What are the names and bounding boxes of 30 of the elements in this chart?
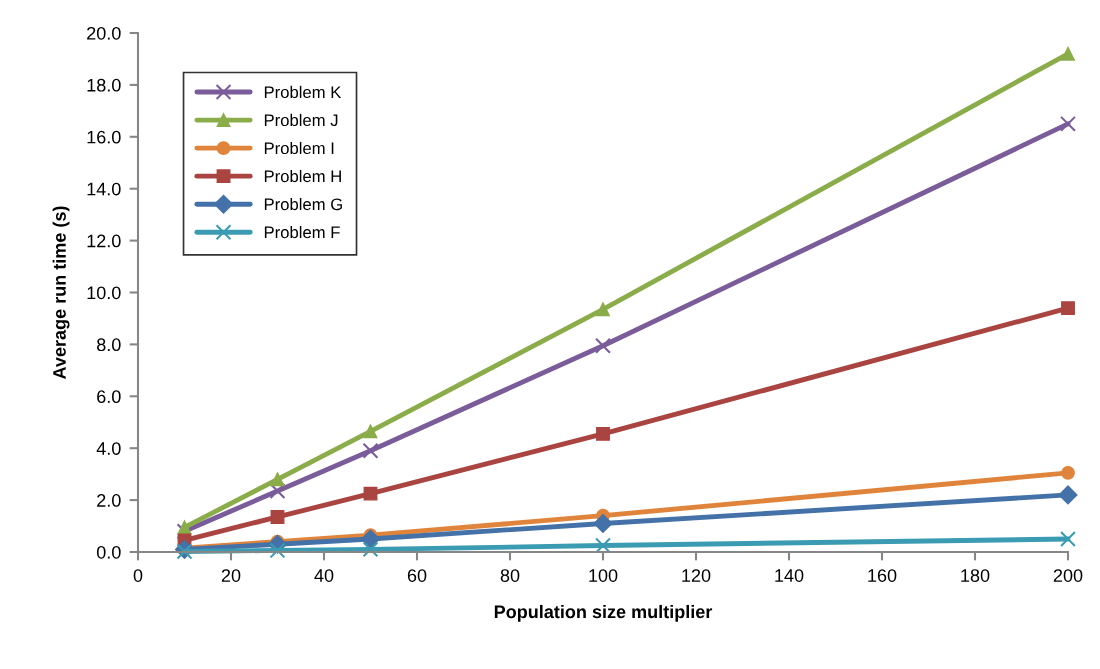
x-tick-label: 120	[682, 569, 711, 582]
legend-label: Problem I	[264, 141, 334, 155]
y-tick-label: 8.0	[97, 338, 121, 352]
legend-label: Problem G	[264, 197, 342, 211]
y-axis-title: Average run time (s)	[52, 206, 70, 379]
legend-label: Problem F	[264, 225, 340, 239]
x-tick-label: 60	[407, 569, 427, 582]
y-tick-label: 2.0	[97, 494, 121, 507]
legend-label: Problem J	[264, 113, 338, 127]
x-tick-label: 100	[589, 569, 618, 582]
x-tick-label: 20	[221, 569, 241, 582]
x-tick-label: 180	[961, 569, 990, 582]
legend-label: Problem K	[264, 85, 342, 99]
y-tick-label: 12.0	[87, 234, 121, 248]
x-tick-label: 0	[133, 569, 143, 582]
y-tick-label: 16.0	[87, 130, 121, 144]
y-tick-label: 20.0	[87, 26, 121, 40]
y-tick-label: 6.0	[97, 390, 121, 404]
x-tick-label: 160	[868, 569, 897, 582]
x-tick-label: 140	[775, 569, 804, 582]
y-tick-label: 10.0	[87, 286, 121, 300]
legend-label: Problem H	[264, 169, 341, 183]
x-axis-title: Population size multiplier	[494, 604, 713, 622]
x-tick-label: 200	[1053, 569, 1083, 582]
y-tick-label: 4.0	[96, 442, 121, 455]
x-tick-label: 40	[314, 569, 334, 582]
y-tick-label: 0.0	[96, 545, 121, 559]
x-tick-label: 80	[500, 569, 520, 582]
y-tick-label: 14.0	[87, 182, 121, 196]
y-tick-label: 18.0	[87, 78, 121, 92]
